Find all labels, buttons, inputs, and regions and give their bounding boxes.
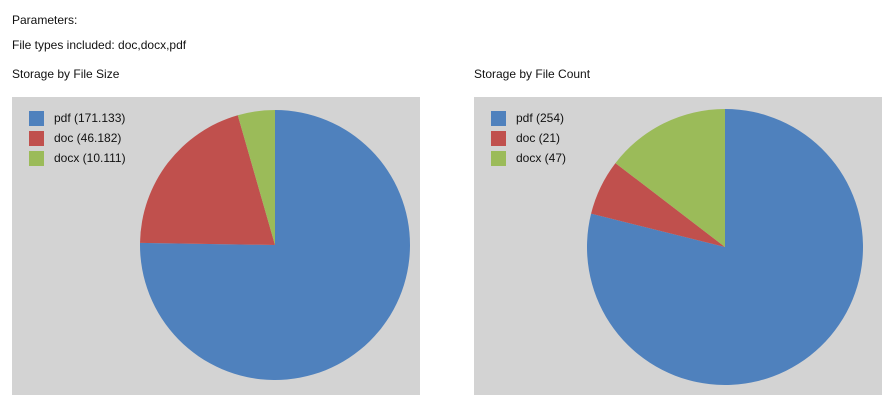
- chart-title-count: Storage by File Count: [474, 67, 591, 81]
- pie-slice-doc: [591, 163, 725, 247]
- legend-label: docx (10.111): [54, 151, 126, 165]
- legend-swatch: [29, 130, 44, 146]
- legend-label: docx (47): [516, 151, 567, 165]
- legend-item-pdf: pdf (171.133): [29, 108, 126, 128]
- legend-item-pdf: pdf (254): [491, 108, 566, 128]
- parameters-label: Parameters:: [12, 13, 78, 27]
- legend-item-doc: doc (46.182): [29, 128, 126, 148]
- legend-label: doc (46.182): [54, 131, 122, 145]
- file-types-text: File types included: doc,docx,pdf: [12, 38, 187, 52]
- chart-title-size: Storage by File Size: [12, 67, 120, 81]
- legend-label: pdf (254): [516, 111, 565, 125]
- pie-svg: [140, 110, 410, 380]
- legend-swatch: [491, 110, 506, 126]
- pie-chart-file-count: pdf (254) doc (21) docx (47): [474, 97, 882, 395]
- legend-swatch: [491, 130, 506, 146]
- legend-swatch: [29, 150, 44, 166]
- legend: pdf (171.133) doc (46.182) docx (10.111): [29, 108, 126, 168]
- pie-slice-docx: [615, 109, 725, 247]
- legend-label: doc (21): [516, 131, 561, 145]
- legend-swatch: [29, 110, 44, 126]
- legend-swatch: [491, 150, 506, 166]
- pie-svg: [587, 109, 863, 385]
- legend: pdf (254) doc (21) docx (47): [491, 108, 566, 168]
- legend-item-docx: docx (10.111): [29, 148, 126, 168]
- pie-chart-file-size: pdf (171.133) doc (46.182) docx (10.111): [12, 97, 420, 395]
- pie-slice-docx: [237, 110, 275, 245]
- legend-item-doc: doc (21): [491, 128, 566, 148]
- pie-slice-doc: [140, 115, 275, 245]
- legend-label: pdf (171.133): [54, 111, 126, 125]
- legend-item-docx: docx (47): [491, 148, 566, 168]
